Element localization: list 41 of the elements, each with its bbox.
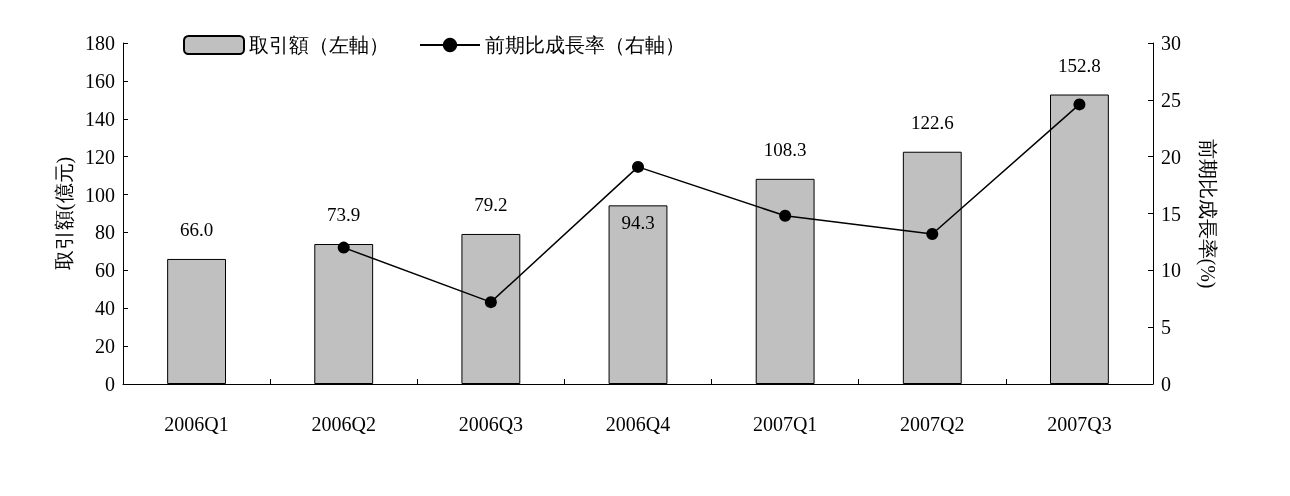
y-tick-label: 40 [95,297,115,320]
y-tick-label: 80 [95,221,115,244]
y2-tick-label: 5 [1161,316,1171,339]
point [337,241,350,254]
data-label: 94.3 [621,212,655,234]
y-tick-label: 20 [95,335,115,358]
y2-tick-label: 30 [1161,32,1181,54]
y-axis-title: 取引額(億元) [53,156,77,271]
x-tick-label: 2006Q4 [605,413,671,435]
point [632,160,644,173]
point [484,296,497,309]
point [926,227,939,240]
x-tick-label: 2006Q2 [311,413,376,435]
y-tick-label: 160 [85,69,115,92]
data-label: 73.9 [327,204,361,225]
y2-tick-label: 20 [1161,145,1181,168]
x-tick-label: 2006Q1 [164,413,229,435]
data-label: 108.3 [763,138,807,160]
legend-label: 取引額（左軸） [249,34,389,56]
data-label: 79.2 [474,193,508,215]
x-tick-label: 2007Q1 [752,413,818,435]
y-tick-label: 180 [85,32,115,54]
data-label: 152.8 [1058,54,1101,76]
data-label: 122.6 [910,111,954,133]
data-label: 66.0 [179,218,214,240]
y2-axis-title: 前期比成長率(%) [1196,138,1219,289]
y-tick-label: 0 [105,373,115,395]
y2-tick-label: 25 [1161,88,1181,111]
x-tick-label: 2007Q2 [900,413,965,435]
y2-tick-label: 0 [1161,373,1171,395]
x-tick-label: 2007Q3 [1047,413,1112,435]
y2-tick-label: 10 [1161,259,1181,282]
point [1073,98,1086,111]
y-tick-label: 100 [85,183,115,206]
x-tick-label: 2006Q3 [458,413,524,435]
y2-tick-label: 15 [1161,202,1181,225]
y-tick-label: 120 [85,145,115,168]
y-tick-label: 60 [95,259,115,282]
y-tick-label: 140 [85,107,115,130]
legend-label: 前期比成長率（右軸） [485,34,685,56]
point [779,209,792,222]
